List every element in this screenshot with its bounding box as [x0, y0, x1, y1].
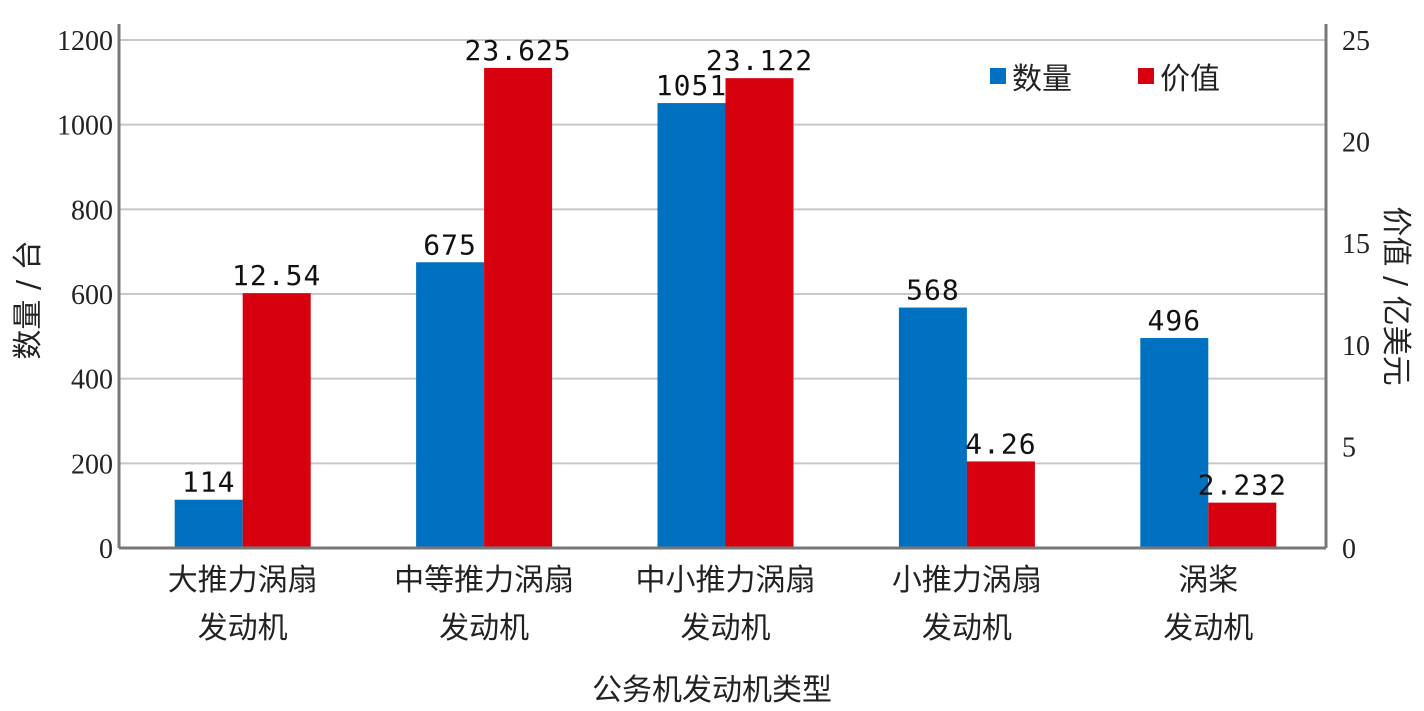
category-label: 中等推力涡扇	[394, 563, 574, 598]
y-tick-label: 1000	[57, 111, 113, 142]
y-tick-label: 200	[71, 449, 113, 480]
legend-label-count: 数量	[1012, 62, 1072, 97]
y-axis-title: 数量 / 台	[11, 240, 46, 359]
bar-count	[416, 262, 485, 548]
category-label: 发动机	[198, 611, 288, 646]
category-label: 发动机	[681, 611, 771, 646]
bar-count	[174, 499, 243, 548]
y2-tick-label: 15	[1342, 229, 1370, 260]
bar-count	[657, 103, 726, 549]
bar-value	[242, 293, 311, 548]
x-axis-title: 公务机发动机类型	[592, 673, 832, 708]
y2-tick-label: 10	[1342, 331, 1370, 362]
data-label-value: 12.54	[232, 259, 321, 292]
bar-value	[966, 461, 1035, 548]
data-label-value: 2.232	[1198, 469, 1287, 502]
data-label-count: 496	[1148, 304, 1202, 337]
y2-tick-label: 25	[1342, 26, 1370, 57]
data-label-count: 114	[182, 466, 236, 499]
category-label: 发动机	[1163, 611, 1253, 646]
legend-swatch-value	[1138, 68, 1154, 84]
data-label-value: 23.625	[465, 34, 572, 67]
data-label-count: 675	[423, 228, 477, 261]
legend-label-value: 价值	[1160, 62, 1220, 97]
y-tick-label: 800	[71, 195, 113, 226]
category-label: 大推力涡扇	[168, 563, 318, 598]
data-label-count: 1051	[656, 69, 727, 102]
data-label-count: 568	[906, 274, 960, 307]
y-tick-label: 0	[99, 534, 113, 565]
bars	[174, 67, 1277, 549]
category-label: 中小推力涡扇	[636, 563, 816, 598]
category-label: 发动机	[922, 611, 1012, 646]
legend: 数量 价值	[990, 62, 1220, 97]
category-label: 发动机	[439, 611, 529, 646]
category-label: 涡桨	[1178, 563, 1238, 598]
y2-tick-label: 0	[1342, 534, 1356, 565]
y-tick-label: 1200	[57, 26, 113, 57]
axes	[117, 24, 1328, 550]
tick-labels: 0 200 400 600 800 1000 1200 0 5 10 15 20 25	[57, 26, 1370, 565]
bar-count	[1140, 338, 1209, 548]
y2-tick-label: 5	[1342, 432, 1356, 463]
legend-swatch-count	[990, 68, 1006, 84]
y2-tick-label: 20	[1342, 128, 1370, 159]
y-tick-label: 400	[71, 365, 113, 396]
bar-value	[484, 67, 553, 548]
y2-axis-title: 价值 / 亿美元	[1378, 206, 1413, 385]
bar-count	[898, 307, 967, 548]
category-label: 小推力涡扇	[892, 563, 1042, 598]
y-tick-label: 600	[71, 280, 113, 311]
bar-value	[725, 78, 794, 549]
bar-value	[1208, 502, 1277, 548]
data-label-value: 4.26	[965, 427, 1036, 460]
data-label-value: 23.122	[706, 44, 813, 77]
